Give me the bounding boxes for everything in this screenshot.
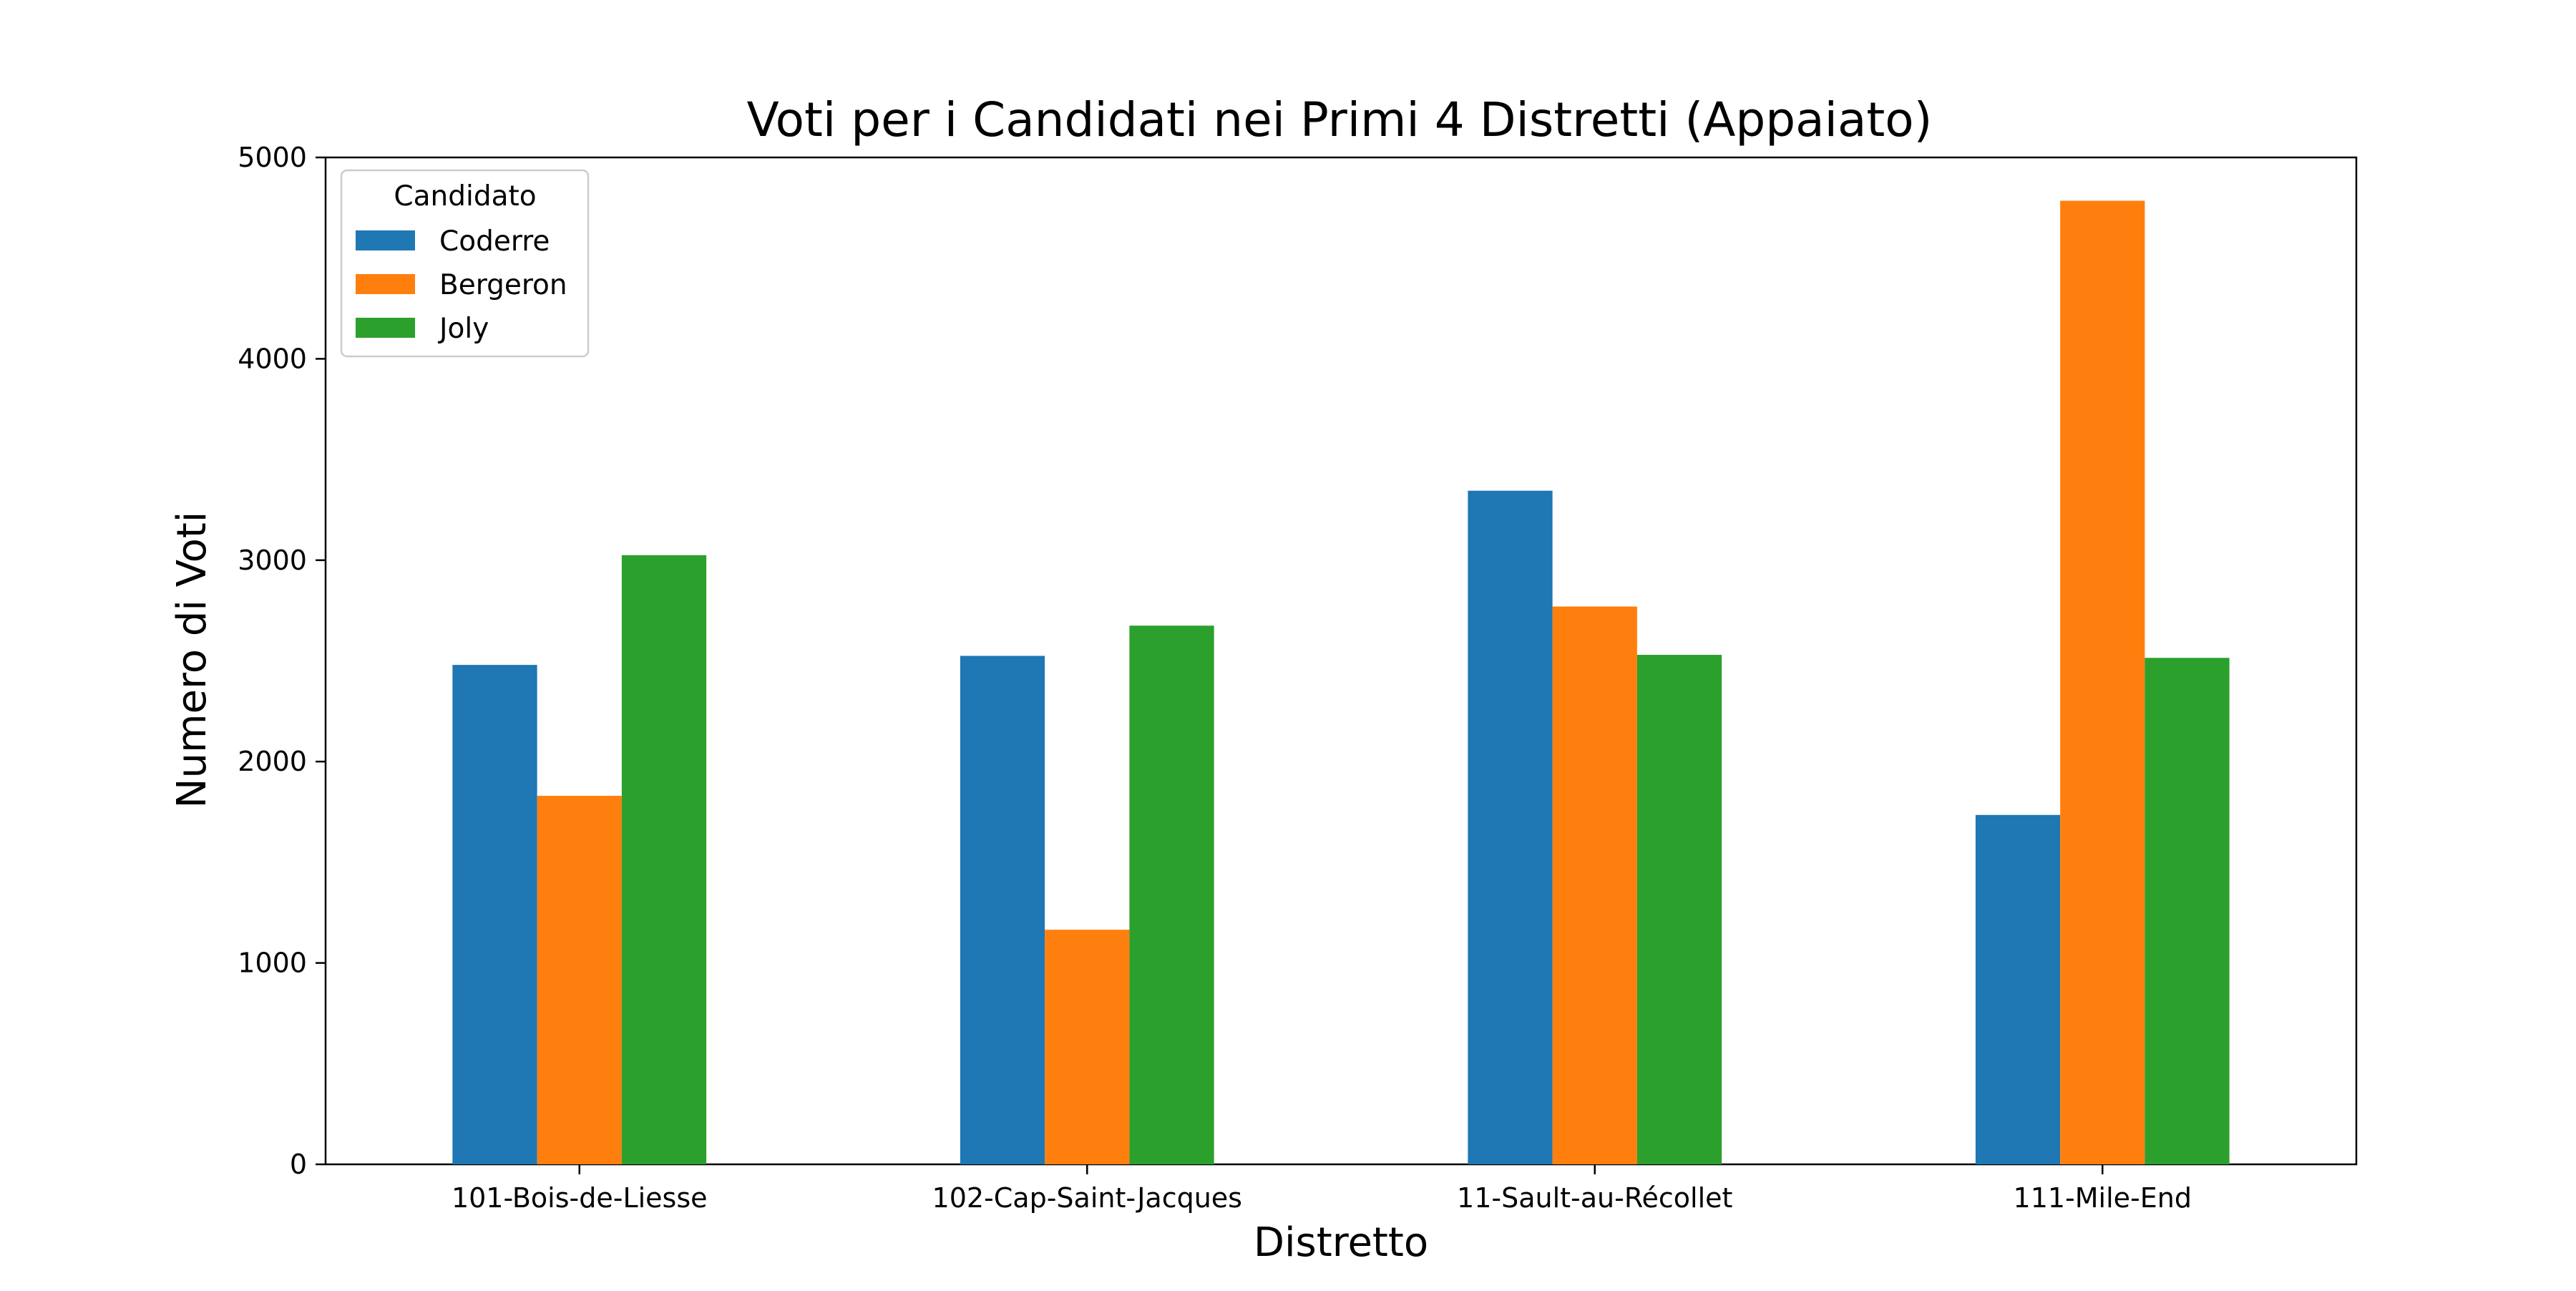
x-tick-label-3: 111-Mile-End [2014,1182,2192,1214]
bar-bergeron-3 [2060,200,2145,1164]
bars [452,200,2230,1164]
bar-bergeron-1 [1045,930,1130,1164]
bar-coderre-0 [452,665,537,1164]
legend-title: Candidato [394,180,536,213]
legend-label-bergeron: Bergeron [439,269,567,301]
bar-coderre-1 [960,656,1045,1164]
y-tick-label-2: 2000 [238,746,307,777]
x-tick-label-0: 101-Bois-de-Liesse [452,1182,708,1214]
legend-frame [340,169,590,358]
x-tick-label-1: 102-Cap-Saint-Jacques [932,1182,1242,1214]
y-tick-label-5: 5000 [238,142,307,173]
bar-joly-1 [1129,625,1214,1164]
legend-swatch-coderre [356,230,415,250]
x-axis-ticks: 101-Bois-de-Liesse 102-Cap-Saint-Jacques 1… [452,1164,2192,1214]
x-tick-label-2: 11-Sault-au-Récollet [1457,1182,1732,1214]
x-axis-title: Distretto [1254,1219,1428,1266]
bar-bergeron-0 [537,796,622,1164]
bar-joly-2 [1636,655,1722,1164]
bar-bergeron-2 [1552,606,1637,1164]
bar-joly-3 [2145,658,2230,1164]
legend: Candidato Coderre Bergeron Joly [340,169,590,358]
legend-swatch-bergeron [356,274,415,294]
bar-joly-0 [621,555,707,1164]
bar-coderre-3 [1975,814,2061,1164]
y-tick-label-4: 4000 [238,343,307,374]
bar-coderre-2 [1468,490,1553,1164]
y-tick-label-3: 3000 [238,545,307,576]
axes-frame [324,156,2358,1166]
legend-items: Coderre Bergeron Joly [356,225,567,345]
y-axis-ticks: 0 1000 2000 3000 4000 5000 [238,142,326,1180]
y-axis-title: Numero di Voti [169,512,215,809]
legend-label-joly: Joly [437,313,489,345]
y-tick-label-0: 0 [290,1149,307,1180]
plot-area [324,156,2358,1166]
chart-title: Voti per i Candidati nei Primi 4 Distret… [747,92,1933,147]
legend-swatch-joly [356,318,415,338]
y-tick-label-1: 1000 [238,947,307,979]
legend-label-coderre: Coderre [439,225,550,258]
